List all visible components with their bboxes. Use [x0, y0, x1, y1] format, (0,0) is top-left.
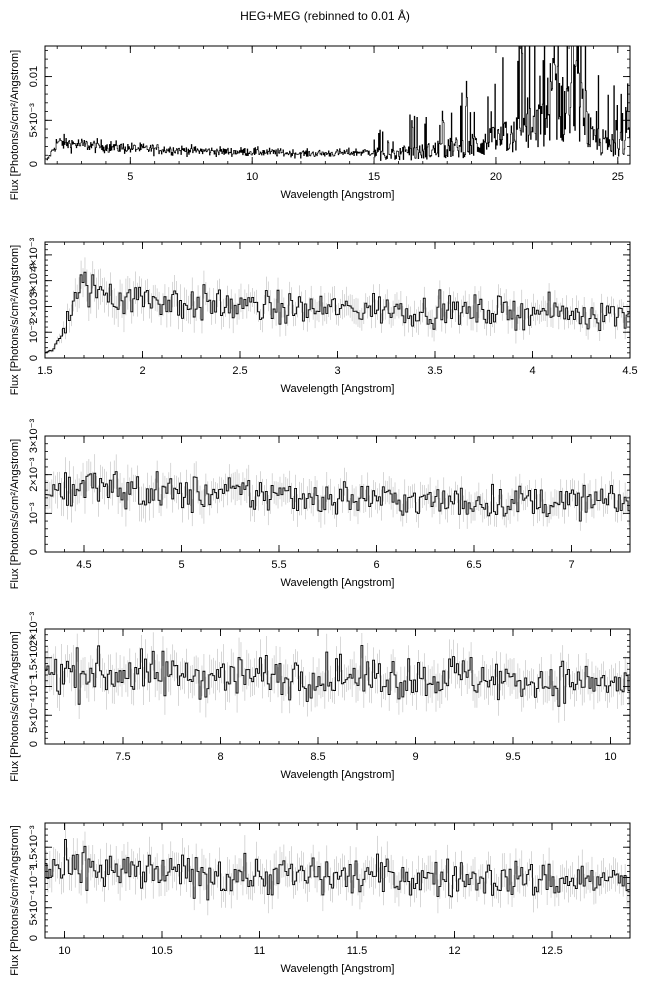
x-axis-label: Wavelength [Angstrom] — [281, 383, 395, 395]
x-axis-label: Wavelength [Angstrom] — [281, 769, 395, 781]
error-bars — [45, 823, 630, 916]
x-tick-label: 4.5 — [622, 365, 637, 377]
x-tick-label: 3.5 — [427, 365, 442, 377]
x-tick-label: 10 — [246, 171, 258, 183]
chart-panel-4: 7.5 8 8.5 9 9.5 10 0 5×10⁻⁴10⁻³1.5×10⁻³2×10⁻³ Wa… — [9, 612, 631, 782]
x-tick-label: 20 — [490, 171, 502, 183]
x-tick-label: 6.5 — [466, 559, 481, 571]
y-axis-label: Flux [Photons/s/cm²/Angstrom] — [9, 245, 21, 395]
x-tick-label: 7 — [568, 559, 574, 571]
x-tick-label: 3 — [334, 365, 340, 377]
x-tick-label: 10.5 — [151, 945, 172, 957]
x-tick-label: 6 — [373, 559, 379, 571]
spectrum-line — [45, 271, 630, 353]
x-tick-label: 10 — [604, 751, 616, 763]
x-tick-label: 8 — [217, 751, 223, 763]
y-tick-label: 1.5×10⁻³ — [28, 825, 40, 869]
y-axis-label: Flux [Photons/s/cm²/Angstrom] — [9, 439, 21, 589]
spectrum-line — [45, 839, 630, 901]
x-tick-label: 4 — [529, 365, 535, 377]
chart-panel-5: 10 10.5 11 11.5 12 12.5 0 5×10⁻⁴ 10⁻³1.5×10⁻³ Wav… — [9, 822, 631, 976]
x-tick-label: 2 — [139, 365, 145, 377]
x-tick-label: 11.5 — [347, 945, 368, 957]
x-tick-label: 9 — [412, 751, 418, 763]
x-tick-label: 5.5 — [271, 559, 286, 571]
y-tick-label: 0.01 — [28, 66, 40, 87]
y-tick-label: 10⁻³ — [28, 675, 40, 697]
y-tick-label: 0 — [28, 741, 40, 747]
spectrum-line — [45, 471, 630, 522]
x-tick-label: 9.5 — [505, 751, 520, 763]
plot-frame — [44, 45, 631, 165]
spectrum-line — [45, 645, 630, 707]
y-tick-label: 10⁻³ — [28, 321, 40, 343]
plot-frame — [44, 822, 631, 939]
x-tick-label: 7.5 — [115, 751, 130, 763]
y-tick-label: 0 — [28, 935, 40, 941]
x-axis-label: Wavelength [Angstrom] — [281, 577, 395, 589]
y-axis-label: Flux [Photons/s/cm²/Angstrom] — [9, 825, 21, 975]
y-axis-label: Flux [Photons/s/cm²/Angstrom] — [9, 50, 21, 200]
y-tick-label: 0 — [28, 355, 40, 361]
y-tick-label: 2×10⁻³ — [28, 612, 40, 647]
y-tick-label: 2×10⁻³ — [28, 457, 40, 492]
y-tick-label: 0 — [28, 161, 40, 167]
error-bars — [45, 454, 630, 531]
y-tick-label: 5×10⁻⁴ — [28, 697, 40, 733]
y-tick-label: 1.5×10⁻³ — [28, 636, 40, 680]
error-bars — [45, 257, 630, 354]
y-tick-label: 2×10⁻³ — [28, 289, 40, 324]
x-axis-label: Wavelength [Angstrom] — [281, 189, 395, 201]
x-tick-label: 25 — [612, 171, 624, 183]
x-tick-label: 12 — [448, 945, 460, 957]
x-tick-label: 12.5 — [541, 945, 562, 957]
y-tick-label: 4×10⁻³ — [28, 237, 40, 272]
x-tick-label: 5 — [127, 171, 133, 183]
x-tick-label: 11 — [254, 945, 265, 957]
x-tick-label: 1.5 — [37, 365, 52, 377]
spectrum-line — [45, 46, 630, 161]
x-tick-label: 4.5 — [76, 559, 91, 571]
y-tick-label: 5×10⁻⁴ — [28, 890, 40, 926]
y-tick-label: 3×10⁻³ — [28, 419, 40, 454]
y-axis-label: Flux [Photons/s/cm²/Angstrom] — [9, 631, 21, 781]
y-tick-label: 5×10⁻³ — [28, 103, 40, 138]
chart-panel-3: 4.5 5 5.5 6 6.5 7 0 10⁻³ 2×10⁻³ 3×10⁻³ Wavelength … — [9, 419, 631, 589]
x-tick-label: 8.5 — [310, 751, 325, 763]
chart-panel-1: 5 10 15 20 25 0 5×10⁻³ 0.01 Wavelength [Angstrom… — [9, 45, 631, 201]
x-tick-label: 10 — [58, 945, 70, 957]
x-tick-label: 2.5 — [232, 365, 247, 377]
y-tick-label: 10⁻³ — [28, 866, 40, 888]
x-tick-label: 15 — [368, 171, 380, 183]
x-axis-label: Wavelength [Angstrom] — [281, 963, 395, 975]
x-tick-label: 5 — [178, 559, 184, 571]
y-tick-label: 0 — [28, 549, 40, 555]
y-tick-label: 3×10⁻³ — [28, 263, 40, 298]
y-tick-label: 10⁻³ — [28, 502, 40, 524]
chart-panel-2: 1.5 2 2.5 3 3.5 4 4.5 0 10⁻³2×10⁻³3×10⁻³4×10⁻³ Wa… — [9, 237, 638, 395]
figure-title: HEG+MEG (rebinned to 0.01 Å) — [240, 9, 410, 23]
